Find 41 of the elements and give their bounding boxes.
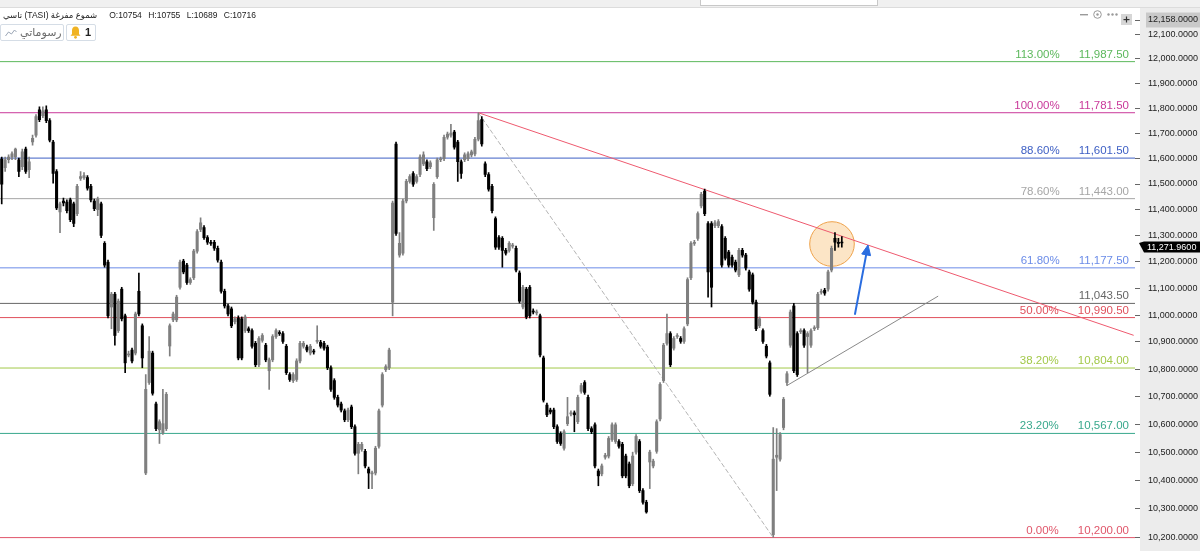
y-tick-label: 10,800.0000 xyxy=(1148,363,1199,374)
y-tick-label: 11,500.0000 xyxy=(1148,178,1198,189)
y-tick-label: 12,100.0000 xyxy=(1148,28,1199,39)
ref-line-label: 11,043.50 xyxy=(1078,289,1130,302)
y-tick-label: 11,100.0000 xyxy=(1148,282,1198,293)
y-tick-label: 11,800.0000 xyxy=(1148,102,1198,113)
button: رسوماتي xyxy=(0,24,64,41)
y-tick-label: 11,200.0000 xyxy=(1148,256,1198,267)
chart-title: تاسي (TASI) شموع مفرغة xyxy=(3,10,98,20)
y-tick-label: 12,000.0000 xyxy=(1148,53,1199,64)
text: 78.60% 11,443.00 xyxy=(1020,184,1130,197)
text: 100.00% 11,781.50 xyxy=(1014,98,1130,111)
text: 23.20% 10,567.00 xyxy=(1019,419,1130,432)
y-tick-label: 10,500.0000 xyxy=(1148,446,1199,457)
annotation: 1 xyxy=(85,25,92,40)
text: 11,271.9600 xyxy=(1147,241,1197,252)
text: 88.60% 11,601.50 xyxy=(1020,144,1130,157)
text: 50.00% 10,990.50 xyxy=(1019,303,1130,316)
text: 0.00% 10,200.00 xyxy=(1026,523,1130,536)
y-tick-label: 11,000.0000 xyxy=(1148,309,1198,320)
text: 113.00% 11,987.50 xyxy=(1015,47,1130,60)
y-tick-label: 12,158.0000 xyxy=(1148,14,1199,25)
text: 61.80% 11,177.50 xyxy=(1020,253,1130,266)
text: 38.20% 10,804.00 xyxy=(1019,354,1130,367)
y-tick-label: 11,900.0000 xyxy=(1148,77,1198,88)
y-tick-label: 10,400.0000 xyxy=(1148,474,1199,485)
y-tick-label: 10,900.0000 xyxy=(1148,336,1199,347)
chart-subtitle: O:10754 H:10755 L:10689 C:10716 xyxy=(109,10,256,20)
y-tick-label: 10,600.0000 xyxy=(1148,418,1199,429)
y-tick-label: 11,300.0000 xyxy=(1148,230,1198,241)
y-tick-label: 10,700.0000 xyxy=(1148,391,1199,402)
y-tick-label: 10,300.0000 xyxy=(1148,503,1199,514)
y-tick-label: 11,600.0000 xyxy=(1148,152,1198,163)
candlestick xyxy=(833,232,837,251)
button: 1 xyxy=(66,24,96,41)
candlestick xyxy=(449,124,453,138)
y-tick-label: 10,200.0000 xyxy=(1148,532,1199,543)
candlestick xyxy=(315,325,319,344)
y-tick-label: 11,700.0000 xyxy=(1148,127,1198,138)
annotation: رسوماتي xyxy=(20,25,62,40)
y-tick-label: 11,400.0000 xyxy=(1148,204,1198,215)
